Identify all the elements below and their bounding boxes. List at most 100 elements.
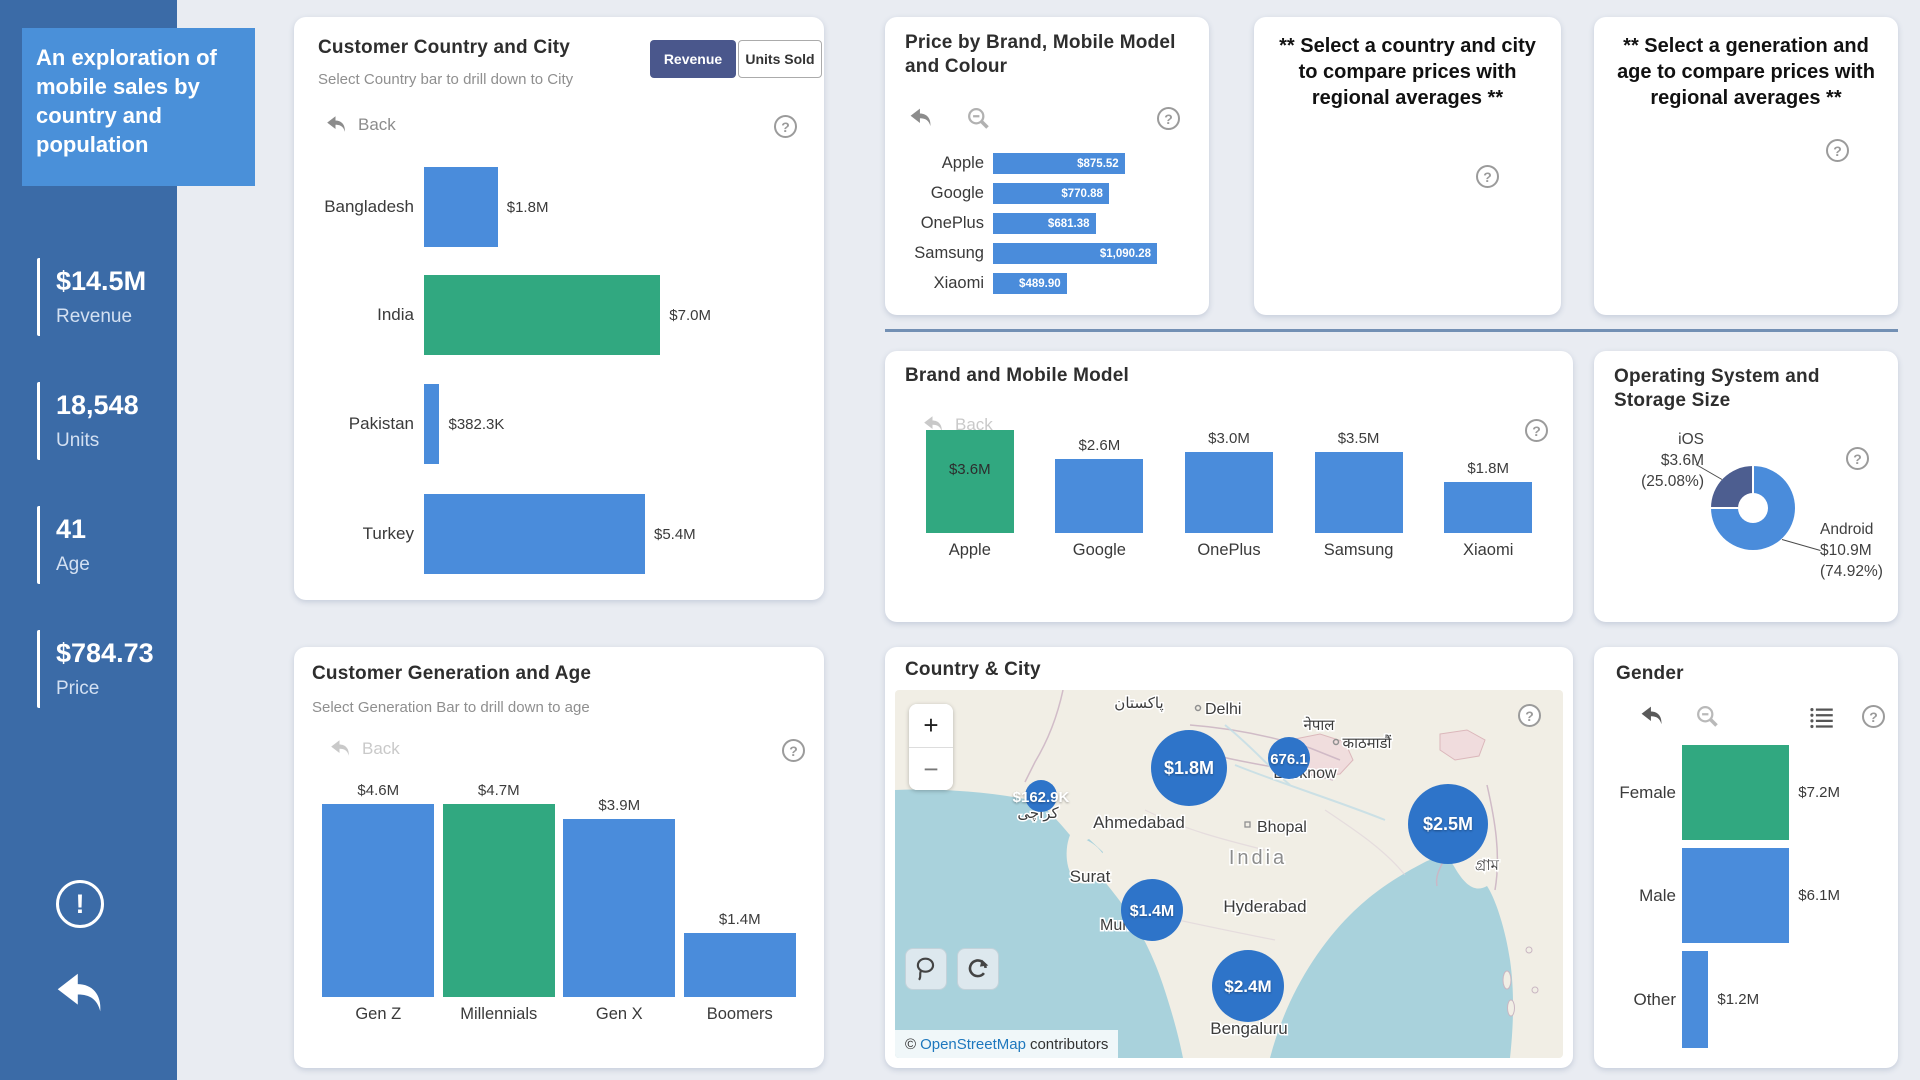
column-boomers[interactable]: $1.4M [680,782,801,997]
back-label: Back [362,739,400,758]
map-label-bengaluru: Bengaluru [1210,1019,1288,1038]
back-arrow-icon[interactable] [907,105,934,132]
column-apple[interactable]: $3.6M [905,430,1035,533]
axis-category: Gen Z [355,1005,402,1023]
map-zoom-out-button[interactable]: − [909,747,953,790]
map-island [1525,946,1533,954]
column-gen-z[interactable]: $4.6M [318,782,439,997]
donut-ring[interactable] [1711,466,1795,550]
bar-oneplus-price[interactable]: $681.38 [993,213,1096,234]
help-icon[interactable]: ? [1525,419,1548,442]
bar-other[interactable] [1682,951,1709,1048]
bubble-162-9k[interactable] [1025,780,1057,812]
card-country-city-title: Customer Country and City [318,37,571,58]
bubble-1-8m[interactable] [1151,730,1227,806]
bar-apple-price[interactable]: $875.52 [993,153,1125,174]
kpi-age: 41 Age [37,506,187,584]
list-icon[interactable] [1808,704,1835,731]
map-zoom-in-button[interactable]: + [909,704,953,747]
help-icon[interactable]: ? [1846,447,1869,470]
column-bar[interactable] [1055,458,1144,533]
brand-model-plot: $3.6M $2.6M $3.0M $3.5M $1.8M [905,430,1553,533]
column-bar[interactable] [563,818,676,997]
toggle-revenue-button[interactable]: Revenue [650,40,736,78]
map-water-bay-of-bengal [1270,858,1514,1058]
column-bar[interactable] [442,804,555,997]
help-icon[interactable]: ? [774,115,797,138]
bar-value: $7.0M [669,306,711,324]
column-value: $1.8M [1467,459,1510,477]
kpi-price-label: Price [56,678,100,699]
bar-xiaomi-price[interactable]: $489.90 [993,273,1067,294]
help-icon[interactable]: ? [782,739,805,762]
help-icon[interactable]: ? [1476,165,1499,188]
column-oneplus[interactable]: $3.0M [1164,430,1294,533]
bar-row-india: India $7.0M [306,275,711,355]
bar-value: $1.8M [506,198,549,216]
card-brand-model-title: Brand and Mobile Model [905,365,1129,386]
bar-value: $875.52 [1077,157,1119,170]
bubble-value: $1.4M [1130,903,1174,920]
column-samsung[interactable]: $3.5M [1294,430,1424,533]
bar-pakistan[interactable] [424,384,440,464]
column-bar[interactable] [1314,452,1403,533]
slice-name: Android [1820,521,1874,538]
back-button[interactable]: Back [324,113,396,137]
bubble-2-5m[interactable] [1408,784,1488,864]
help-icon[interactable]: ? [1518,704,1541,727]
zoom-out-icon[interactable] [1694,703,1721,730]
map-canvas[interactable]: پاکستان Delhi नेपाल काठमाडौं Lucknow کرا… [895,690,1563,1058]
back-button-disabled[interactable]: Back [328,737,400,761]
zoom-out-icon[interactable] [965,105,992,132]
column-xiaomi[interactable]: $1.8M [1423,430,1553,533]
bubble-2-4m[interactable] [1212,950,1284,1022]
kpi-units-label: Units [56,430,100,451]
help-icon[interactable]: ? [1826,139,1849,162]
map-lasso-button[interactable] [905,948,947,990]
column-bar[interactable] [683,932,796,997]
bar-row-turkey: Turkey $5.4M [306,494,711,574]
attribution-link[interactable]: OpenStreetMap [920,1035,1026,1053]
axis-category: Boomers [706,1005,773,1023]
bar-turkey[interactable] [424,494,645,574]
bar-female[interactable] [1682,745,1790,840]
bar-category: Pakistan [348,414,414,433]
back-button-disabled[interactable]: Back [921,413,993,437]
bar-category: Xiaomi [933,274,984,292]
toggle-units-sold-button[interactable]: Units Sold [738,40,822,78]
generation-plot: $4.6M $4.7M $3.9M $1.4M [318,782,800,997]
column-bar[interactable] [1444,481,1533,533]
bubble-676[interactable] [1268,737,1310,779]
column-bar[interactable] [925,430,1014,533]
os-donut-chart[interactable] [1711,466,1795,550]
column-gen-x[interactable]: $3.9M [559,782,680,997]
info-icon[interactable]: ! [56,880,104,928]
help-icon[interactable]: ? [1157,107,1180,130]
axis-category: Samsung [1323,541,1394,559]
bar-row-pakistan: Pakistan $382.3K [306,384,711,464]
undo-icon[interactable] [50,966,108,1024]
slice-percent: (25.08%) [1641,473,1704,490]
column-bar[interactable] [322,804,435,997]
bar-row-female: Female $7.2M [1602,745,1840,840]
bar-samsung-price[interactable]: $1,090.28 [993,243,1157,264]
note-country-text: ** Select a country and city to compare … [1279,35,1536,109]
refresh-icon [965,956,991,982]
sidebar: An exploration of mobile sales by countr… [0,0,255,1080]
map-refresh-button[interactable] [957,948,999,990]
bar-category: Female [1619,782,1676,802]
bar-male[interactable] [1682,848,1790,943]
kpi-units-value: 18,548 [56,390,139,420]
bubble-1-4m[interactable] [1121,879,1183,941]
column-bar[interactable] [1184,452,1273,533]
help-icon[interactable]: ? [1862,705,1885,728]
kpi-revenue-label: Revenue [56,306,133,327]
bar-india[interactable] [424,275,661,355]
map-label-hyderabad: Hyderabad [1223,897,1306,916]
bar-bangladesh[interactable] [424,167,498,247]
back-arrow-icon[interactable] [1638,703,1665,730]
column-google[interactable]: $2.6M [1035,430,1165,533]
bar-google-price[interactable]: $770.88 [993,183,1109,204]
column-millennials[interactable]: $4.7M [439,782,560,997]
card-country-city: Customer Country and City Select Country… [294,17,824,600]
